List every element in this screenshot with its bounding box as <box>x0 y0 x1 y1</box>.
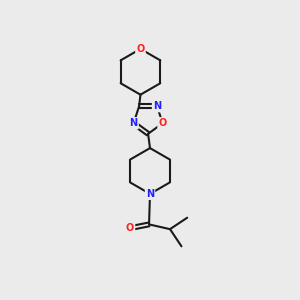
Text: O: O <box>136 44 145 54</box>
Text: O: O <box>158 118 167 128</box>
Text: O: O <box>126 223 134 233</box>
Text: N: N <box>130 118 138 128</box>
Text: N: N <box>153 101 161 111</box>
Text: N: N <box>146 189 154 199</box>
